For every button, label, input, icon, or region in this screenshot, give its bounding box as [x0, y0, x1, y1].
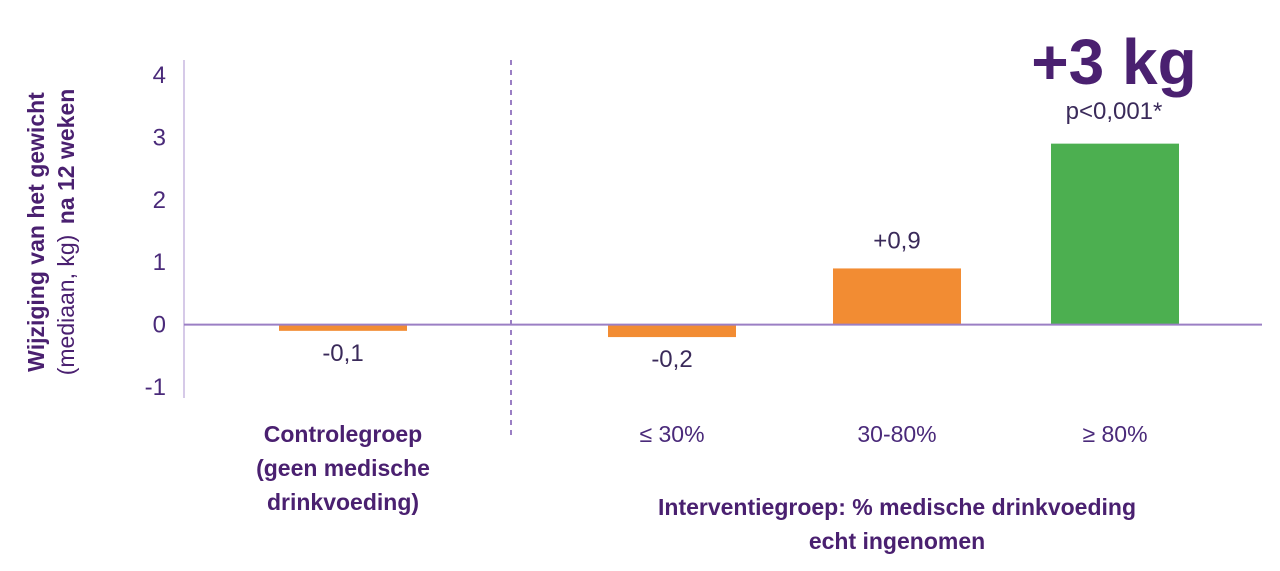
y-tick-label: -1	[145, 374, 166, 401]
bar	[608, 324, 736, 338]
bars	[279, 143, 1179, 338]
y-tick-labels: 4 3 2 1 0 -1	[145, 62, 166, 401]
y-tick-label: 3	[153, 124, 166, 151]
bar	[833, 268, 961, 325]
bar	[1051, 143, 1179, 325]
value-label: +0,9	[873, 227, 920, 254]
headline-annotation: +3 kg	[1031, 26, 1196, 98]
category-label: 30-80%	[857, 421, 936, 447]
category-label: ≥ 80%	[1082, 421, 1147, 447]
category-label: (geen medische	[256, 455, 430, 481]
y-tick-label: 0	[153, 312, 166, 339]
category-label: ≤ 30%	[639, 421, 704, 447]
y-axis-label-line2: (mediaan, kg) na 12 weken	[53, 89, 79, 376]
category-label: drinkvoeding)	[267, 489, 419, 515]
y-axis-label-line1: Wijziging van het gewicht	[23, 92, 49, 372]
group-label-line2: echt ingenomen	[809, 528, 985, 554]
y-tick-label: 1	[153, 249, 166, 276]
category-labels: Controlegroep (geen medische drinkvoeding)…	[256, 421, 1147, 515]
y-tick-label: 4	[153, 62, 166, 89]
bar	[279, 324, 407, 331]
p-value-annotation: p<0,001*	[1066, 98, 1163, 125]
value-label: -0,1	[322, 340, 363, 367]
y-axis-label-period: na 12 weken	[53, 89, 79, 225]
y-tick-label: 2	[153, 187, 166, 214]
y-axis-label: Wijziging van het gewicht (mediaan, kg) …	[23, 89, 79, 376]
category-label: Controlegroep	[264, 421, 422, 447]
value-labels: -0,1 -0,2 +0,9	[322, 227, 920, 373]
value-label: -0,2	[651, 346, 692, 373]
y-axis-label-unit: (mediaan, kg)	[53, 235, 79, 376]
group-label-line1: Interventiegroep: % medische drinkvoedin…	[658, 494, 1136, 520]
